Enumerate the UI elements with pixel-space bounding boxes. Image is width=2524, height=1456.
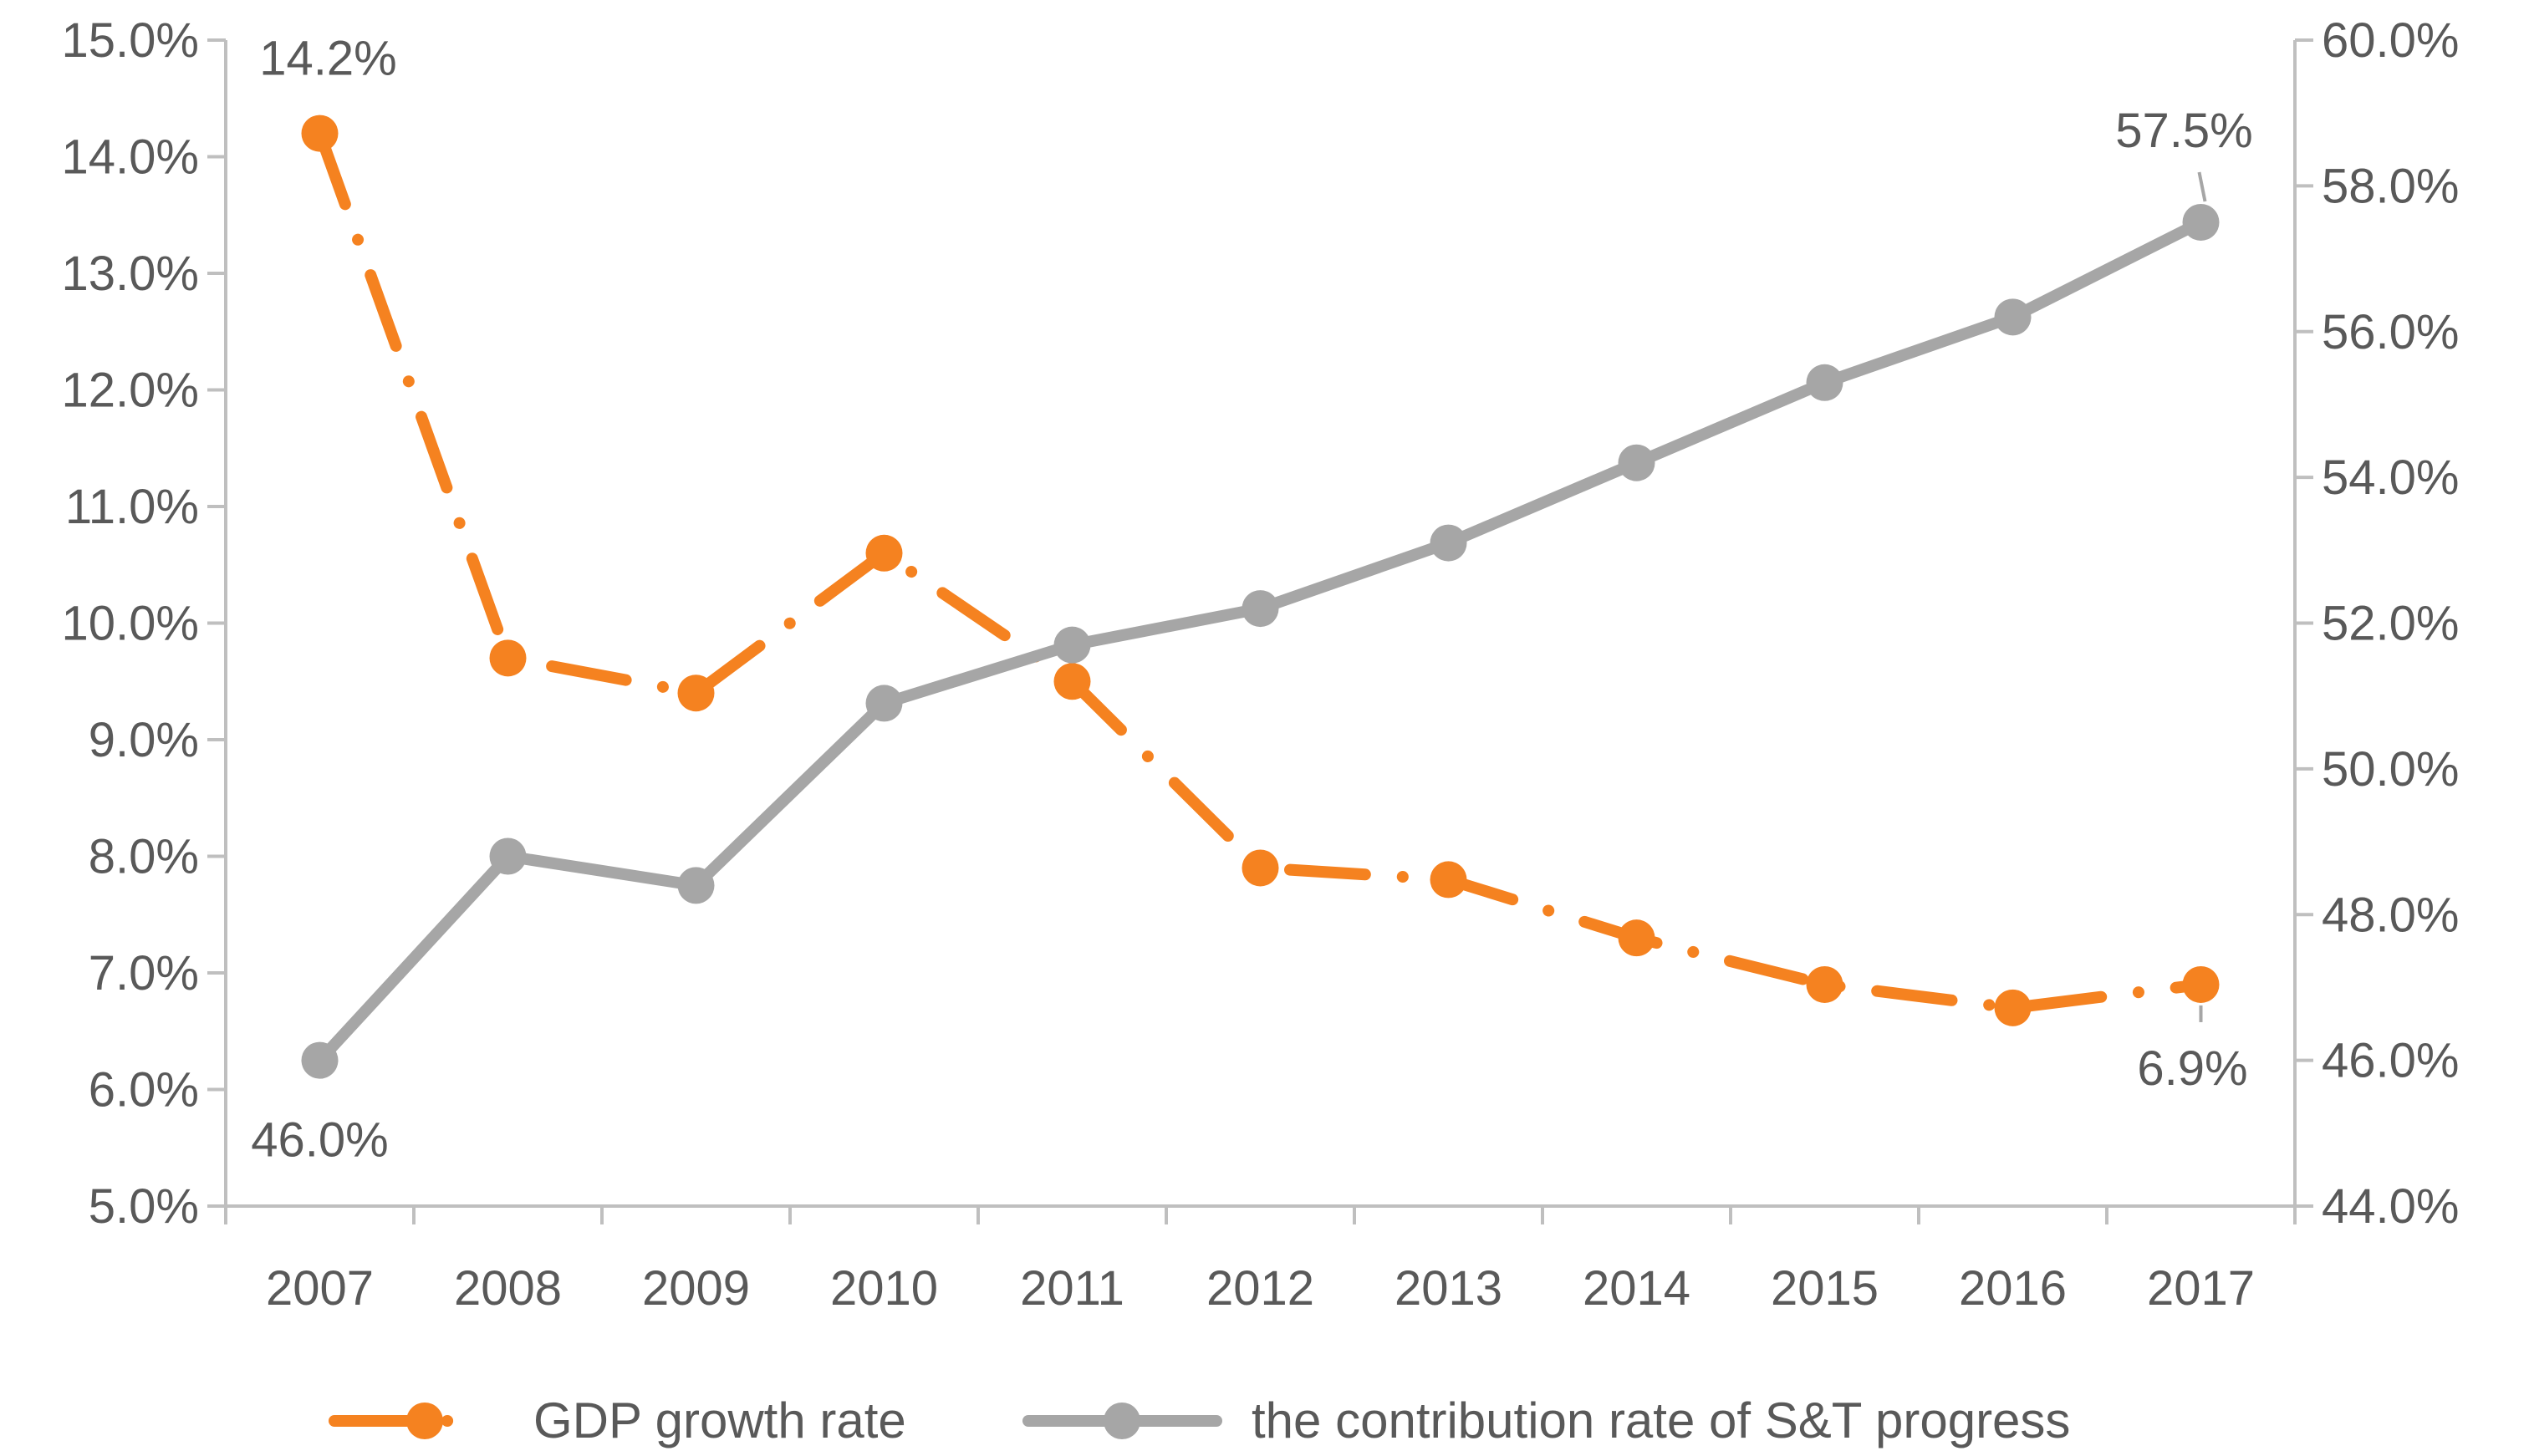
data-labels: 14.2% 6.9% 46.0% 57.5% [251,32,2252,1168]
x-tick-label: 2008 [454,1261,562,1316]
left-tick-label: 14.0% [62,130,199,185]
legend-marker-contribution [1104,1403,1140,1439]
right-tick-label: 48.0% [2322,888,2459,942]
series-0-point [1053,663,1091,700]
data-label-leader [2197,171,2207,202]
right-tick-label: 54.0% [2322,451,2459,505]
right-tick-label: 50.0% [2322,742,2459,797]
series-1-point [1053,626,1091,664]
left-tick-label: 15.0% [62,13,199,68]
series-1-point [301,1041,339,1079]
left-tick-label: 6.0% [89,1063,199,1117]
legend: GDP growth rate the contribution rate of … [329,1392,2070,1448]
series-0-point [489,639,527,677]
x-tick-label: 2017 [2147,1261,2255,1316]
data-label: 46.0% [251,1113,388,1168]
right-tick-label: 46.0% [2322,1034,2459,1088]
left-tick-label: 12.0% [62,364,199,418]
series-1-point [1806,364,1843,401]
x-tick-label: 2007 [266,1261,374,1316]
series-0-point [2182,965,2220,1003]
right-tick-label: 52.0% [2322,597,2459,651]
x-tick-label: 2016 [1959,1261,2067,1316]
right-axis-ticks: 44.0% 46.0% 48.0% 50.0% 52.0% 54.0% 56.0% 58.0%… [2295,13,2459,1234]
x-tick-label: 2009 [642,1261,750,1316]
data-label: 6.9% [2137,1041,2247,1096]
series-1-point [1618,444,1655,481]
series-0-point [1430,861,1467,899]
x-tick-label: 2011 [1020,1261,1124,1316]
left-tick-label: 10.0% [62,597,199,651]
left-tick-label: 11.0% [65,480,199,534]
left-tick-label: 13.0% [62,247,199,301]
x-tick-label: 2010 [830,1261,938,1316]
series-1-point [865,685,903,722]
right-tick-label: 60.0% [2322,13,2459,68]
left-axis-ticks: 5.0% 6.0% 7.0% 8.0% 9.0% 10.0% 11.0% 12.0% 13.0%… [62,13,226,1234]
legend-label-contribution: the contribution rate of S&T progress [1252,1392,2070,1448]
series-0-point [1806,965,1843,1003]
series-lines [301,115,2220,1079]
x-tick-label: 2015 [1771,1261,1879,1316]
series-0-point [1994,989,2032,1026]
x-tick-label: 2012 [1206,1261,1314,1316]
series-1-point [489,837,527,875]
right-tick-label: 58.0% [2322,159,2459,213]
x-tick-label: 2013 [1395,1261,1502,1316]
right-tick-label: 44.0% [2322,1179,2459,1234]
series-1-point [1242,590,1279,628]
data-label: 14.2% [259,32,396,86]
series-0-point [1242,849,1279,887]
series-0-point [865,534,903,572]
series-line-1 [314,216,2207,1067]
legend-marker-gdp [406,1403,443,1439]
x-tick-label: 2014 [1583,1261,1690,1316]
right-tick-label: 56.0% [2322,305,2459,359]
left-tick-label: 8.0% [89,830,199,884]
x-axis-ticks: 2007 2008 2009 2010 2011 2012 2013 2014 2015 2016… [224,1206,2297,1316]
left-tick-label: 5.0% [89,1179,199,1234]
series-1-point [1994,298,2032,336]
legend-label-gdp: GDP growth rate [533,1392,906,1448]
series-0-point [677,675,715,712]
left-tick-label: 7.0% [89,946,199,1000]
data-label: 57.5% [2115,104,2252,158]
left-tick-label: 9.0% [89,713,199,767]
series-1-point [2182,203,2220,241]
series-0-point [1618,919,1655,957]
series-1-point [677,867,715,904]
series-1-point [1430,524,1467,562]
series-0-point [301,115,339,152]
series-line-0 [314,127,2207,1014]
